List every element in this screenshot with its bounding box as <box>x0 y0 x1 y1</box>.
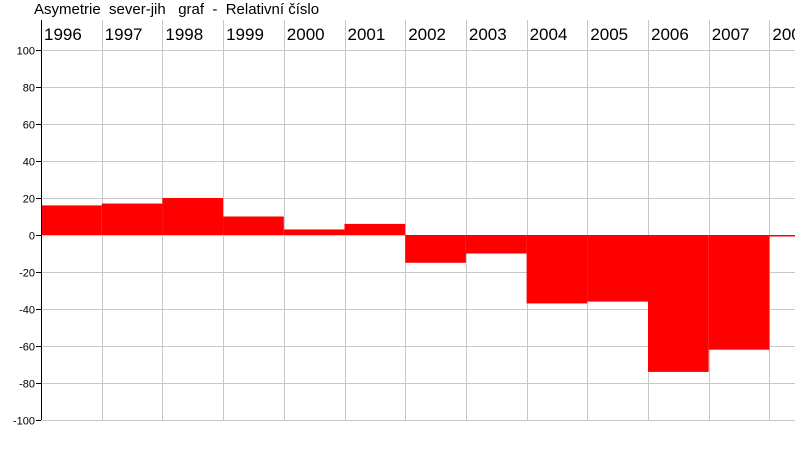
y-tick-label: 80 <box>23 83 35 95</box>
y-tick-label: -100 <box>13 416 35 428</box>
bar-2007 <box>708 235 770 350</box>
category-label: 2001 <box>348 25 386 44</box>
category-label: 2002 <box>408 25 446 44</box>
x-tick-labels: 1996 1997 1998 1999 2000 2001 2002 2003 2004 2005… <box>44 25 795 44</box>
category-label: 2004 <box>530 25 568 44</box>
bar-2005 <box>587 235 648 302</box>
y-tick-label: -20 <box>19 268 35 280</box>
category-label: 2007 <box>712 25 750 44</box>
y-tick-label: 0 <box>29 231 35 243</box>
category-label: 1998 <box>165 25 203 44</box>
bar-2004 <box>526 235 588 304</box>
y-tick-label: -40 <box>19 305 35 317</box>
bar-2002 <box>405 235 466 263</box>
y-tick-label: 60 <box>23 120 35 132</box>
category-label: 2000 <box>287 25 325 44</box>
chart-title: Asymetrie sever-jih graf - Relativní čís… <box>34 1 320 18</box>
category-label: 1999 <box>226 25 264 44</box>
y-tick-label: -80 <box>19 379 35 391</box>
bar-1997 <box>101 203 163 235</box>
bar-1998 <box>162 198 224 235</box>
y-tick-label: 40 <box>23 157 35 169</box>
bar-2006 <box>648 235 709 372</box>
category-label: 2006 <box>651 25 689 44</box>
bar-2001 <box>344 223 406 235</box>
bar-1996 <box>41 205 102 235</box>
bar-1999 <box>223 216 284 235</box>
axes <box>36 20 42 421</box>
y-tick-labels: 100 80 60 40 20 0 -20 -40 -60 -80 -100 <box>13 46 35 428</box>
bar-2000 <box>283 229 345 235</box>
bar-2008 <box>769 235 795 237</box>
category-label: 2008 <box>772 25 795 44</box>
y-tick-label: -60 <box>19 342 35 354</box>
bars <box>41 198 795 372</box>
category-label: 1997 <box>105 25 143 44</box>
category-label: 2005 <box>590 25 628 44</box>
y-tick-label: 100 <box>17 46 35 58</box>
y-tick-label: 20 <box>23 194 35 206</box>
bar-2003 <box>465 235 527 254</box>
category-label: 2003 <box>469 25 507 44</box>
category-label: 1996 <box>44 25 82 44</box>
